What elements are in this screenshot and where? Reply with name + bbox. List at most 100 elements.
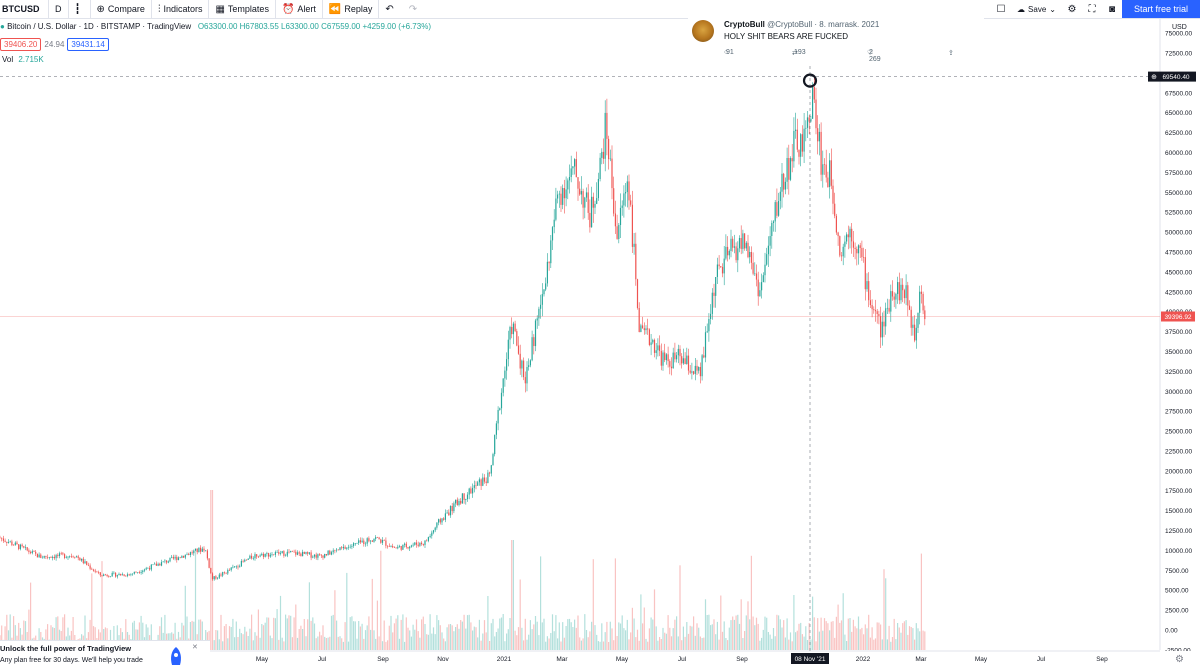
candle-body <box>563 188 565 199</box>
volume-bar <box>256 635 258 650</box>
volume-bar <box>526 639 528 650</box>
candle-body <box>75 556 78 558</box>
fullscreen-icon[interactable]: ⛶ <box>1088 3 1096 15</box>
volume-bar <box>448 624 450 650</box>
templates-button[interactable]: ▦ Templates <box>209 0 276 18</box>
volume-bar <box>495 632 497 650</box>
candle-body <box>874 310 877 312</box>
tweet-card[interactable]: CryptoBull @CryptoBull · 8. marrask. 202… <box>688 14 984 64</box>
candle-body <box>50 557 52 558</box>
interval-button[interactable]: D <box>49 0 69 18</box>
toolbar-right: ☐ ☁ Save ⌄ ⚙ ⛶ ◙ Start free trial <box>991 0 1200 18</box>
heart-icon: ♡ <box>867 50 874 57</box>
candle-body <box>239 566 241 568</box>
volume-bar <box>732 616 734 650</box>
settings-icon[interactable]: ⚙ <box>1067 3 1077 15</box>
volume-bar <box>686 622 688 650</box>
candle-body <box>574 159 576 167</box>
volume-bar <box>723 621 725 650</box>
candle-body <box>788 158 790 180</box>
like-button[interactable]: ♡ 2 269 <box>867 49 881 63</box>
candle-body <box>727 246 729 256</box>
tweet-author-name[interactable]: CryptoBull <box>724 20 765 29</box>
volume-bar <box>815 641 817 650</box>
price-axis[interactable]: 75000.00 72500.00 67500.00 65000.00 62500.00… <box>1165 31 1192 655</box>
candle-body <box>334 550 336 551</box>
candle-body <box>628 181 630 201</box>
volume-bar <box>359 626 361 650</box>
volume-bar <box>868 614 870 650</box>
close-icon[interactable]: ✕ <box>192 644 198 651</box>
bid-price[interactable]: 39406.20 <box>0 38 42 51</box>
add-alert-plus-icon[interactable]: ⊕ <box>1151 73 1157 81</box>
indicators-button[interactable]: ⫶ Indicators <box>152 0 210 18</box>
save-button[interactable]: ☁ Save ⌄ <box>1013 0 1060 18</box>
candle-body <box>614 213 616 227</box>
compare-button[interactable]: ⊕ Compare <box>91 0 152 18</box>
volume-bar <box>13 616 15 650</box>
time-axis[interactable]: May Jul Sep Nov 2021 Mar May Jul Sep 08 Nov '21 20… <box>256 653 1108 664</box>
volume-bar <box>548 638 550 650</box>
candle-body <box>771 223 773 236</box>
redo-button[interactable]: ↷ <box>403 0 426 18</box>
volume-bar <box>380 550 382 650</box>
candle-body <box>500 392 503 409</box>
volume-bar <box>516 635 518 650</box>
candle-body <box>98 572 100 573</box>
reply-button[interactable]: ○ 91 <box>724 49 734 56</box>
promo-banner[interactable]: Unlock the full power of TradingView Any… <box>0 640 210 669</box>
undo-button[interactable]: ↶ <box>379 0 402 18</box>
candle-body <box>14 542 16 546</box>
candle-body <box>210 567 212 574</box>
volume-bar <box>91 573 93 650</box>
candle-body <box>511 327 513 335</box>
candle-body <box>38 554 40 558</box>
volume-bar <box>159 626 161 650</box>
volume-bar <box>752 616 754 650</box>
price-tick-label: 62500.00 <box>1165 130 1192 137</box>
candle-body <box>820 131 822 175</box>
volume-bar <box>674 619 676 650</box>
volume-bar <box>298 629 300 650</box>
camera-icon[interactable]: ◙ <box>1108 3 1115 15</box>
alert-button[interactable]: ⏰ Alert <box>276 0 323 18</box>
volume-bar <box>150 624 152 650</box>
volume-bar <box>334 590 336 650</box>
settings-gear-icon[interactable]: ⚙ <box>1175 654 1184 665</box>
candle-body <box>679 348 681 357</box>
candle-body <box>880 316 882 338</box>
candle-body <box>279 553 282 554</box>
candle-body <box>164 560 166 562</box>
currency-label[interactable]: USD <box>1172 24 1187 31</box>
volume-bar <box>64 614 66 650</box>
start-free-trial-button[interactable]: Start free trial <box>1121 0 1200 18</box>
candle-body <box>264 553 266 557</box>
retweet-button[interactable]: ⇄ 193 <box>792 49 806 57</box>
layout-square-icon[interactable]: ☐ <box>996 3 1006 15</box>
candle-body <box>776 202 778 216</box>
candle-body <box>713 292 715 296</box>
ask-price[interactable]: 39431.14 <box>67 38 109 51</box>
volume-bar <box>703 637 705 650</box>
candle-body <box>194 548 197 551</box>
candle-body <box>592 196 594 208</box>
volume-bar <box>296 637 299 650</box>
symbol-search[interactable]: BTCUSD <box>0 0 49 18</box>
candle-body <box>517 345 520 354</box>
candle-body <box>169 557 171 562</box>
candle-body <box>455 499 457 504</box>
avatar[interactable] <box>692 20 714 42</box>
candle-body <box>672 352 674 369</box>
symbol-title[interactable]: Bitcoin / U.S. Dollar · 1D · BITSTAMP · … <box>7 22 192 31</box>
crosshair: 39396.92 69540.40 ⊕ <box>0 18 1196 651</box>
volume-bar <box>266 617 268 650</box>
volume-bar <box>609 621 611 650</box>
candle-body <box>597 179 599 199</box>
chart-type-button[interactable]: ┇ <box>69 0 91 18</box>
volume-bar <box>424 624 426 650</box>
volume-bar <box>873 639 875 650</box>
replay-button[interactable]: ⏪ Replay <box>323 0 380 18</box>
candle-body <box>557 194 559 199</box>
volume-bar <box>438 620 440 650</box>
